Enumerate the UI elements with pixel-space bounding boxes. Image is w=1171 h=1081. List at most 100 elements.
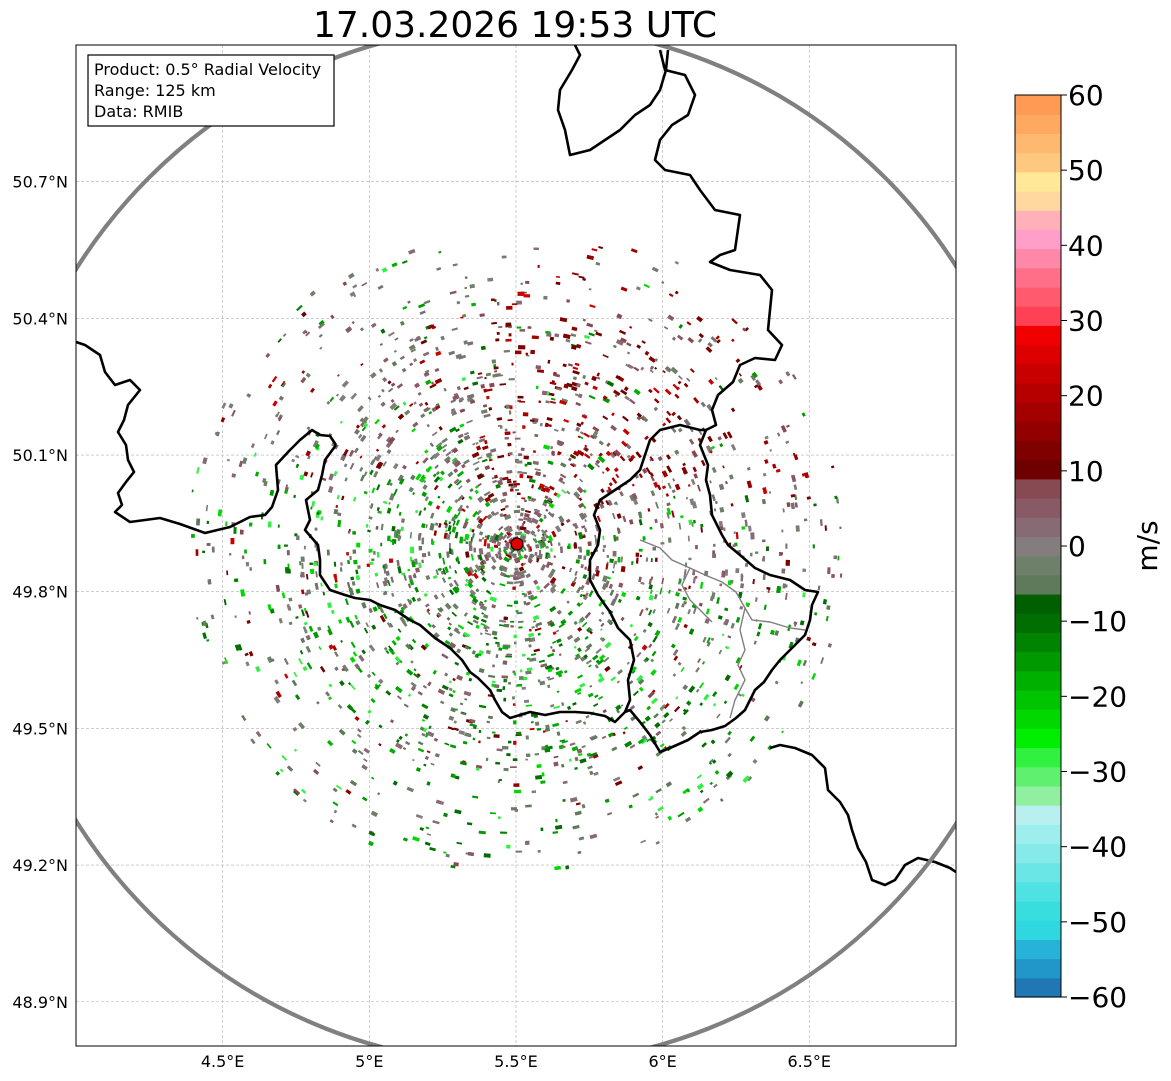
echo-gate bbox=[806, 496, 811, 500]
echo-gate bbox=[445, 451, 452, 457]
echo-gate bbox=[476, 523, 481, 529]
echo-gate bbox=[475, 588, 480, 593]
echo-gate bbox=[602, 415, 609, 421]
echo-gate bbox=[344, 598, 349, 606]
echo-gate bbox=[692, 577, 696, 584]
echo-gate bbox=[388, 502, 391, 505]
echo-gate bbox=[572, 370, 580, 375]
echo-gate bbox=[424, 449, 429, 454]
echo-gate bbox=[665, 417, 672, 424]
echo-gate bbox=[395, 742, 403, 750]
echo-gate bbox=[512, 696, 515, 700]
echo-gate bbox=[566, 705, 572, 711]
echo-gate bbox=[555, 666, 560, 671]
echo-gate bbox=[523, 554, 529, 560]
echo-gate bbox=[785, 440, 790, 444]
echo-gate bbox=[539, 483, 545, 489]
echo-gate bbox=[530, 349, 535, 355]
echo-gate bbox=[499, 583, 506, 587]
colorbar-band bbox=[1015, 210, 1061, 230]
echo-gate bbox=[667, 314, 675, 321]
echo-gate bbox=[334, 666, 339, 672]
echo-gate bbox=[595, 262, 601, 266]
echo-gate bbox=[576, 382, 581, 388]
echo-gate bbox=[693, 473, 698, 479]
echo-gate bbox=[474, 467, 480, 471]
echo-gate bbox=[337, 704, 343, 709]
echo-gate bbox=[359, 466, 364, 472]
echo-gate bbox=[438, 523, 442, 528]
echo-gate bbox=[399, 355, 405, 361]
echo-gate bbox=[398, 735, 403, 740]
echo-gate bbox=[474, 653, 480, 658]
echo-gate bbox=[361, 764, 368, 771]
echo-gate bbox=[627, 363, 635, 369]
echo-gate bbox=[556, 609, 562, 615]
echo-gate bbox=[535, 471, 541, 477]
echo-gate bbox=[376, 551, 380, 558]
echo-gate bbox=[566, 382, 573, 388]
echo-gate bbox=[518, 453, 522, 457]
echo-gate bbox=[825, 615, 829, 622]
colorbar-band bbox=[1015, 248, 1061, 269]
echo-gate bbox=[671, 489, 676, 494]
echo-gate bbox=[346, 581, 351, 588]
echo-gate bbox=[412, 492, 415, 496]
echo-gate bbox=[456, 556, 460, 562]
echo-gate bbox=[527, 594, 535, 600]
echo-gate bbox=[576, 344, 582, 349]
echo-gate bbox=[584, 447, 588, 452]
echo-gate bbox=[819, 519, 823, 526]
echo-gate bbox=[410, 546, 415, 554]
echo-gate bbox=[814, 612, 818, 616]
echo-gate bbox=[408, 486, 414, 493]
echo-gate bbox=[557, 451, 562, 455]
echo-gate bbox=[705, 445, 712, 452]
colorbar-band bbox=[1015, 977, 1061, 998]
echo-gate bbox=[318, 320, 325, 326]
echo-gate bbox=[448, 632, 454, 637]
echo-gate bbox=[834, 495, 838, 499]
echo-gate bbox=[593, 771, 599, 776]
echo-gate bbox=[613, 534, 617, 542]
echo-gate bbox=[670, 366, 679, 375]
echo-gate bbox=[571, 381, 578, 387]
echo-gate bbox=[383, 357, 389, 363]
echo-gate bbox=[464, 517, 469, 523]
echo-gate bbox=[698, 338, 703, 343]
echo-gate bbox=[428, 725, 432, 730]
echo-gate bbox=[465, 478, 471, 484]
echo-gate bbox=[491, 604, 496, 609]
echo-gate bbox=[575, 802, 581, 806]
echo-gate bbox=[461, 313, 467, 318]
echo-gate bbox=[534, 508, 540, 513]
echo-gate bbox=[352, 651, 358, 657]
echo-gate bbox=[526, 354, 530, 357]
echo-gate bbox=[744, 495, 750, 503]
echo-gate bbox=[588, 755, 593, 759]
echo-gate bbox=[284, 484, 288, 491]
echo-gate bbox=[793, 484, 798, 490]
echo-gate bbox=[309, 562, 313, 565]
echo-gate bbox=[424, 369, 430, 374]
echo-gate bbox=[724, 569, 729, 576]
echo-gate bbox=[645, 607, 649, 611]
echo-gate bbox=[387, 380, 392, 385]
echo-gate bbox=[546, 555, 551, 559]
colorbar-band bbox=[1015, 613, 1061, 633]
echo-gate bbox=[555, 525, 562, 533]
gridlines bbox=[76, 45, 956, 1046]
echo-gate bbox=[532, 538, 536, 542]
echo-gate bbox=[497, 551, 502, 556]
echo-gate bbox=[528, 632, 535, 638]
echo-gate bbox=[357, 565, 361, 569]
echo-gate bbox=[583, 555, 587, 560]
echo-gate bbox=[504, 574, 510, 578]
echo-gate bbox=[505, 655, 512, 658]
echo-gate bbox=[534, 603, 541, 608]
colorbar-band bbox=[1015, 536, 1061, 557]
echo-gate bbox=[605, 466, 611, 472]
echo-gate bbox=[478, 729, 482, 734]
echo-gate bbox=[426, 833, 432, 836]
echo-gate bbox=[746, 776, 753, 782]
